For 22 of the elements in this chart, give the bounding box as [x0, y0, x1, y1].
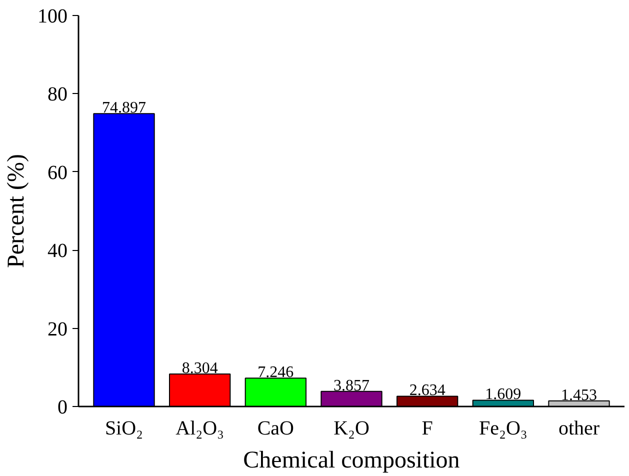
data-label: 7.246: [258, 364, 294, 382]
x-tick-label: K₂O: [334, 418, 370, 440]
y-tick-label: 20: [48, 318, 68, 340]
data-label: 3.857: [334, 377, 370, 394]
x-tick-label: other: [558, 418, 600, 440]
x-axis-title: Chemical composition: [243, 448, 460, 474]
data-label: 1.453: [561, 386, 597, 404]
data-label: 74.897: [102, 100, 146, 117]
y-tick-label: 80: [48, 84, 68, 106]
x-tick-label: Al₂O₃: [176, 418, 224, 440]
x-tick-label: CaO: [257, 418, 294, 440]
data-label: 8.304: [182, 360, 218, 378]
y-tick-label: 0: [58, 396, 68, 418]
x-tick-label: F: [422, 418, 433, 440]
y-tick-label: 100: [38, 6, 68, 28]
data-label: 2.634: [409, 382, 446, 400]
y-tick-label: 60: [48, 162, 68, 184]
x-tick-label: SiO₂: [104, 418, 144, 440]
data-label: 1.609: [485, 386, 522, 404]
y-axis-title: Percent (%): [4, 154, 30, 268]
x-tick-label: Fe₂O₃: [478, 418, 528, 440]
y-tick-label: 40: [48, 240, 68, 262]
